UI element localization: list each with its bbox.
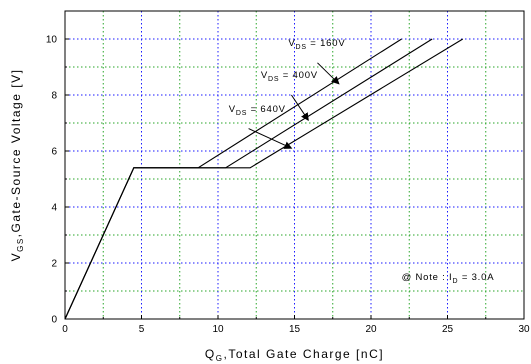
- vds-arrow-3: [248, 128, 293, 149]
- x-axis-title-rest: ,Total Gate Charge [nC]: [224, 347, 385, 361]
- x-axis-title-sub: G: [216, 354, 224, 363]
- y-axis-title-rest: ,Gate-Source Voltage [V]: [9, 69, 23, 238]
- vds-label-2: VDS = 400V: [261, 70, 318, 83]
- x-tick-label: 30: [518, 324, 530, 335]
- vds-arrow-2: [291, 94, 309, 122]
- annotations: VDS = 160V VDS = 400V VDS = 640V @ Note : I…: [229, 38, 495, 285]
- x-tick-label: 0: [62, 324, 68, 335]
- vds-label-1: VDS = 160V: [288, 38, 345, 51]
- y-axis-title: VGS,Gate-Source Voltage [V]: [9, 69, 25, 262]
- y-tick-label: 10: [46, 35, 58, 46]
- x-axis-title: QG,Total Gate Charge [nC]: [205, 347, 384, 363]
- x-axis-title-main: Q: [205, 347, 216, 361]
- x-tick-label: 10: [212, 324, 224, 335]
- x-tick-label: 15: [289, 324, 301, 335]
- axis-ticks: 0 5 10 15 20 25 30 0 2 4 6 8 10: [46, 35, 530, 336]
- y-tick-label: 0: [51, 315, 57, 326]
- series-group: [64, 38, 464, 320]
- y-tick-label: 6: [51, 147, 57, 158]
- vds-label-3: VDS = 640V: [229, 104, 286, 117]
- grid: [64, 11, 525, 320]
- series-line-3: [64, 38, 464, 320]
- plot-frame: [64, 10, 525, 320]
- y-tick-label: 8: [51, 91, 57, 102]
- y-tick-label: 2: [51, 259, 57, 270]
- x-tick-label: 5: [139, 324, 145, 335]
- y-axis-title-main: V: [9, 252, 23, 262]
- test-condition-note: @ Note : ID = 3.0A: [402, 272, 495, 285]
- vds-arrow-1: [317, 62, 340, 85]
- x-tick-label: 20: [365, 324, 377, 335]
- x-tick-label: 25: [442, 324, 454, 335]
- y-tick-label: 4: [51, 203, 57, 214]
- y-axis-title-sub: GS: [16, 237, 25, 252]
